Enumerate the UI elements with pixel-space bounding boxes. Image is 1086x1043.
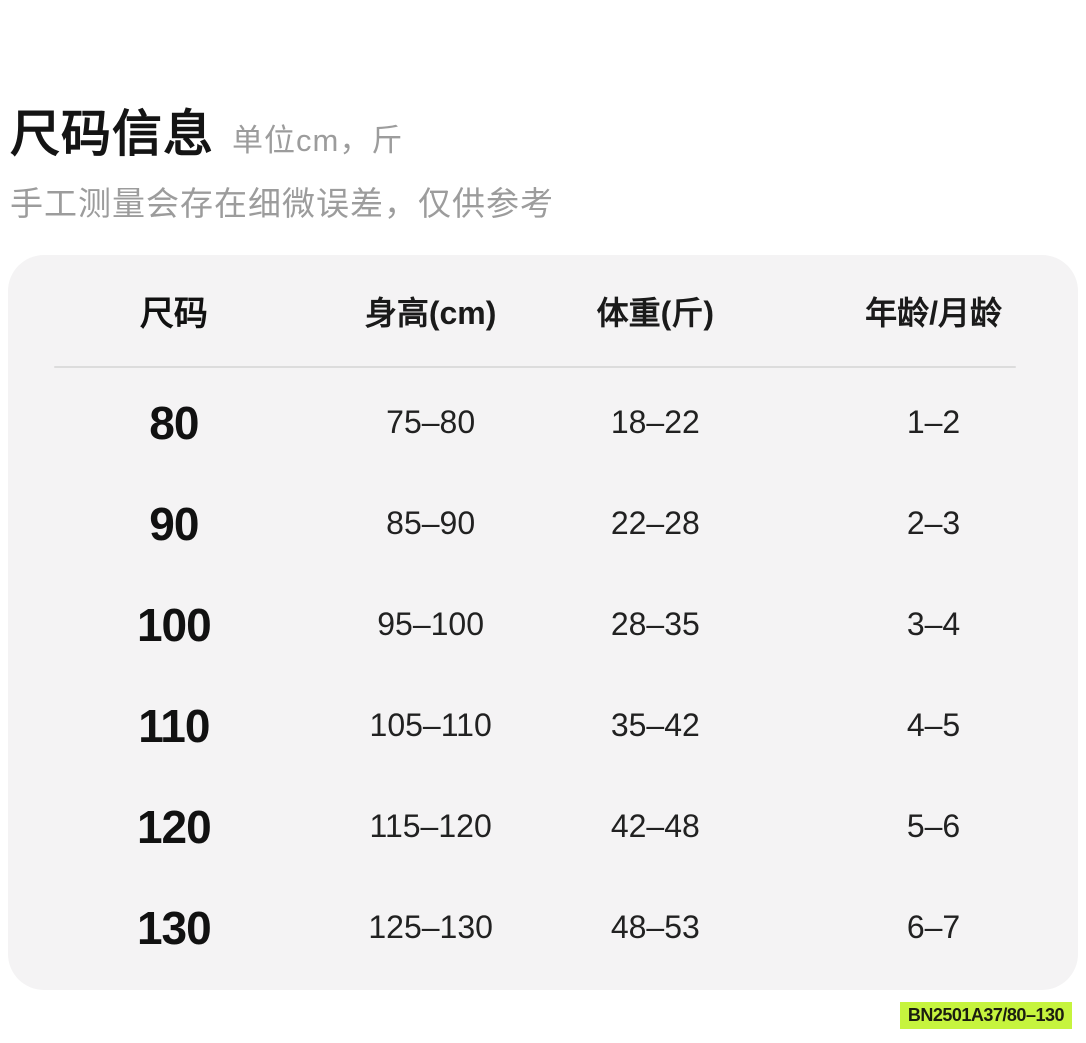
cell-size: 130 — [136, 901, 212, 954]
cell-age: 5–6 — [906, 808, 961, 844]
cell-height: 75–80 — [386, 404, 476, 440]
cell-size: 110 — [138, 699, 210, 752]
cell-height: 95–100 — [377, 606, 485, 642]
cell-height: 125–130 — [368, 909, 493, 945]
cell-age: 6–7 — [906, 909, 961, 945]
table-row: 110 105–110 35–42 4–5 — [8, 675, 1078, 776]
size-info-heading: 尺码信息 单位cm，斤 — [10, 94, 403, 166]
cell-age: 2–3 — [906, 505, 961, 541]
size-table-header-row: 尺码 身高(cm) 体重(斤) 年龄/月龄 — [8, 255, 1078, 366]
cell-size: 120 — [136, 800, 212, 853]
product-code-badge: BN2501A37/80–130 — [899, 1002, 1072, 1029]
table-row: 90 85–90 22–28 2–3 — [8, 473, 1078, 574]
header-age: 年龄/月龄 — [865, 294, 1002, 331]
header-size: 尺码 — [139, 295, 208, 333]
table-row: 80 75–80 18–22 1–2 — [8, 372, 1078, 473]
header-divider — [54, 366, 1016, 368]
cell-age: 3–4 — [906, 606, 961, 642]
cell-weight: 48–53 — [610, 909, 700, 945]
table-row: 120 115–120 42–48 5–6 — [8, 776, 1078, 877]
cell-weight: 18–22 — [610, 404, 700, 440]
cell-height: 105–110 — [369, 707, 492, 743]
cell-age: 4–5 — [906, 707, 961, 743]
cell-height: 85–90 — [386, 505, 476, 541]
header-weight: 体重(斤) — [596, 294, 714, 331]
table-row: 100 95–100 28–35 3–4 — [8, 574, 1078, 675]
table-row: 130 125–130 48–53 6–7 — [8, 877, 1078, 978]
size-table-card: 尺码 身高(cm) 体重(斤) 年龄/月龄 80 75–80 18–22 1–2… — [8, 255, 1078, 990]
page-title: 尺码信息 — [10, 106, 214, 162]
cell-weight: 28–35 — [610, 606, 700, 642]
unit-note: 单位cm，斤 — [232, 123, 404, 158]
header-height: 身高(cm) — [364, 294, 497, 331]
cell-weight: 22–28 — [610, 505, 700, 541]
cell-weight: 35–42 — [610, 707, 700, 743]
cell-size: 100 — [136, 598, 212, 651]
cell-age: 1–2 — [906, 404, 961, 440]
measurement-disclaimer: 手工测量会存在细微误差，仅供参考 — [10, 185, 554, 222]
cell-height: 115–120 — [369, 808, 492, 844]
cell-size: 90 — [149, 497, 199, 550]
size-table-body: 80 75–80 18–22 1–2 90 85–90 22–28 2–3 10… — [8, 368, 1078, 990]
cell-size: 80 — [149, 396, 199, 449]
cell-weight: 42–48 — [610, 808, 700, 844]
